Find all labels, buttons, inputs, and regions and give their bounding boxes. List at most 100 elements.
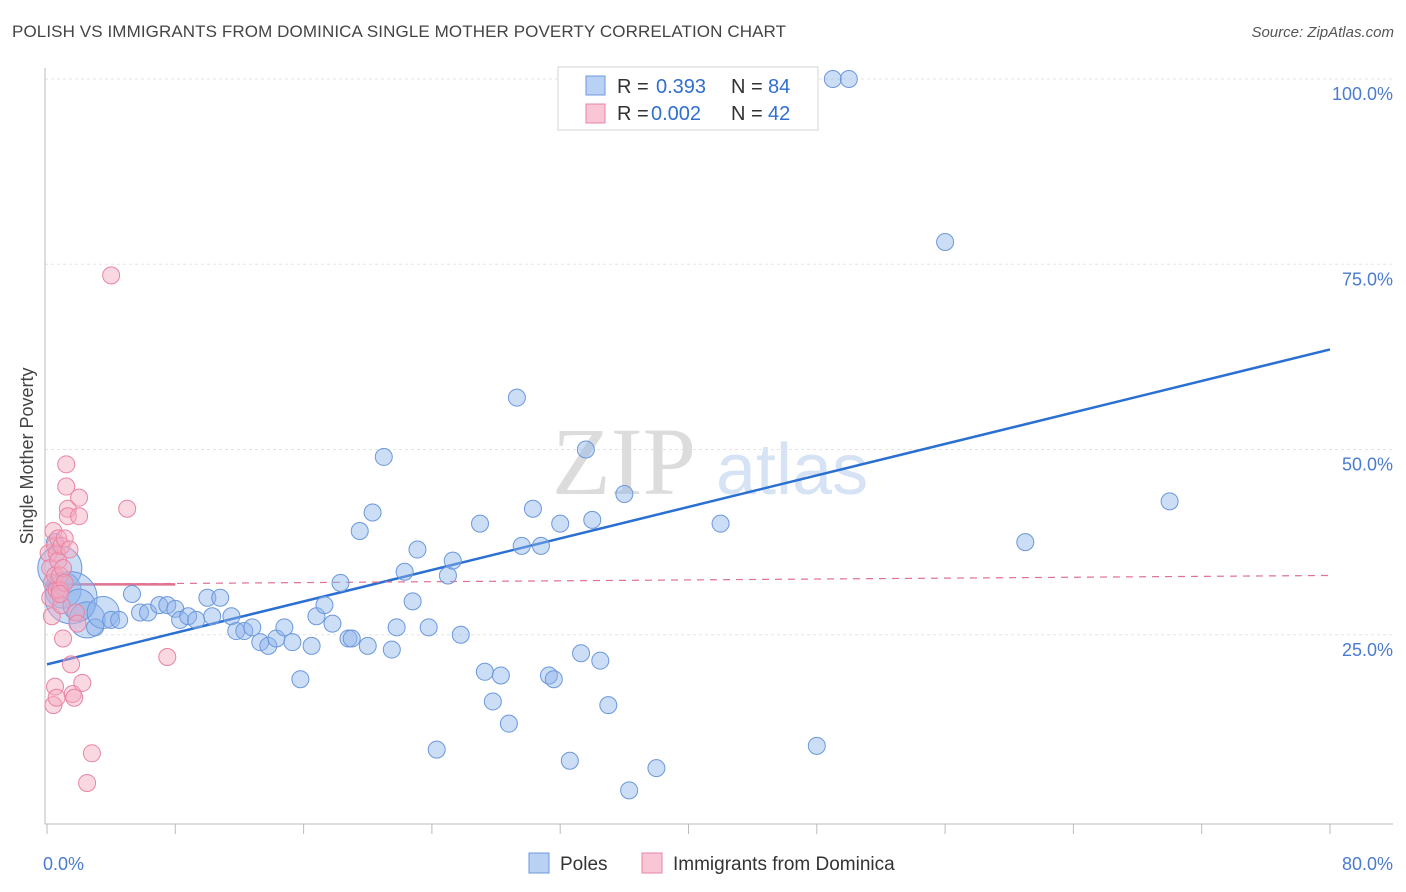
bottom-legend-label-poles: Poles [560, 854, 608, 875]
poles-point [544, 670, 563, 689]
chart-title: POLISH VS IMMIGRANTS FROM DOMINICA SINGL… [12, 22, 787, 41]
legend-r-label-dominica: R = [617, 103, 649, 125]
poles-point [403, 592, 422, 611]
poles-point [198, 588, 217, 607]
dominica-point [47, 688, 66, 707]
legend-swatch-poles [585, 75, 606, 96]
poles-point [323, 614, 342, 633]
poles-point [427, 740, 446, 759]
dominica-point [82, 744, 101, 763]
y-tick-label: 100.0% [1332, 84, 1393, 104]
poles-point [110, 610, 129, 629]
dominica-point [46, 677, 65, 696]
axes: 25.0% 50.0% 75.0% 100.0% 0.0% 80.0% [43, 68, 1393, 874]
dominica-point [52, 596, 71, 615]
dominica-point [57, 455, 76, 474]
poles-point [539, 666, 558, 685]
y-tick-label: 50.0% [1342, 455, 1393, 475]
watermark-atlas: atlas [716, 430, 868, 510]
poles-point [275, 618, 294, 637]
poles-point [358, 636, 377, 655]
legend-r-value-dominica: 0.002 [651, 103, 701, 125]
poles-point [711, 514, 730, 533]
poles-point [122, 584, 141, 603]
dominica-point [118, 499, 137, 518]
poles-point [471, 514, 490, 533]
legend-n-value-poles: 84 [768, 76, 790, 98]
dominica-point [62, 655, 81, 674]
poles-point [374, 447, 393, 466]
poles-point [187, 610, 206, 629]
poles-point [350, 522, 369, 541]
poles-trendline [46, 348, 1331, 666]
dominica-point [66, 603, 85, 622]
poles-point [583, 510, 602, 529]
dominica-point [65, 688, 84, 707]
poles-point [512, 536, 531, 555]
bottom-legend-swatch-dominica [641, 852, 663, 874]
poles-point [222, 607, 241, 626]
bottom-legend-label-dominica: Immigrants from Dominica [673, 854, 895, 875]
dominica-point [70, 488, 89, 507]
dominica-point [102, 266, 121, 285]
poles-point [647, 759, 666, 778]
dominica-point [58, 499, 77, 518]
gridlines [45, 78, 1393, 636]
poles-point [382, 640, 401, 659]
poles-point [475, 662, 494, 681]
poles-point [302, 636, 321, 655]
poles-point [620, 781, 639, 800]
poles-point [491, 666, 510, 685]
poles-point [599, 696, 618, 715]
poles-point [315, 596, 334, 615]
watermark-zip: ZIP [552, 408, 696, 515]
y-tick-label: 25.0% [1342, 640, 1393, 660]
poles-point [451, 625, 470, 644]
poles-point [68, 601, 106, 639]
legend-n-label-poles: N = [731, 76, 763, 98]
legend-n-label-dominica: N = [731, 103, 763, 125]
poles-point [331, 573, 350, 592]
bottom-legend-swatch-poles [528, 852, 550, 874]
poles-point [203, 607, 222, 626]
poles-point [1160, 492, 1179, 511]
poles-point [576, 440, 595, 459]
poles-point [291, 670, 310, 689]
dominica-point [158, 647, 177, 666]
chart-source: Source: ZipAtlas.com [1251, 24, 1394, 41]
poles-point [823, 70, 842, 88]
x-tick-label: 0.0% [43, 854, 84, 874]
poles-point [443, 551, 462, 570]
dominica-point [68, 614, 87, 633]
y-axis-label: Single Mother Poverty [17, 367, 37, 544]
x-tick-label: 80.0% [1342, 854, 1393, 874]
dominica-point [41, 588, 60, 607]
poles-point [408, 540, 427, 559]
dominica-point [55, 529, 74, 548]
dominica-point [78, 773, 97, 792]
poles-point [807, 736, 826, 755]
dominica-trendline-dashed [46, 574, 1331, 585]
watermark: ZIP atlas [552, 408, 868, 515]
bottom-legend: Poles Immigrants from Dominica [528, 852, 895, 875]
poles-point [1016, 533, 1035, 552]
poles-point [523, 499, 542, 518]
dominica-point [50, 584, 69, 603]
poles-point [243, 618, 262, 637]
poles-point [936, 233, 955, 252]
legend-n-value-dominica: 42 [768, 103, 790, 125]
y-tick-label: 75.0% [1342, 269, 1393, 289]
legend: R = 0.393 N = 84 R = 0.002 N = 42 [557, 66, 819, 131]
poles-point [419, 618, 438, 637]
dominica-point [57, 477, 76, 496]
legend-swatch-dominica [585, 103, 606, 124]
poles-point [531, 536, 550, 555]
poles-point [387, 618, 406, 637]
poles-point [572, 644, 591, 663]
dominica-point [60, 540, 79, 559]
poles-point [507, 388, 526, 407]
dominica-point [55, 573, 74, 592]
dominica-point [54, 559, 73, 578]
legend-r-value-poles: 0.393 [656, 76, 706, 98]
